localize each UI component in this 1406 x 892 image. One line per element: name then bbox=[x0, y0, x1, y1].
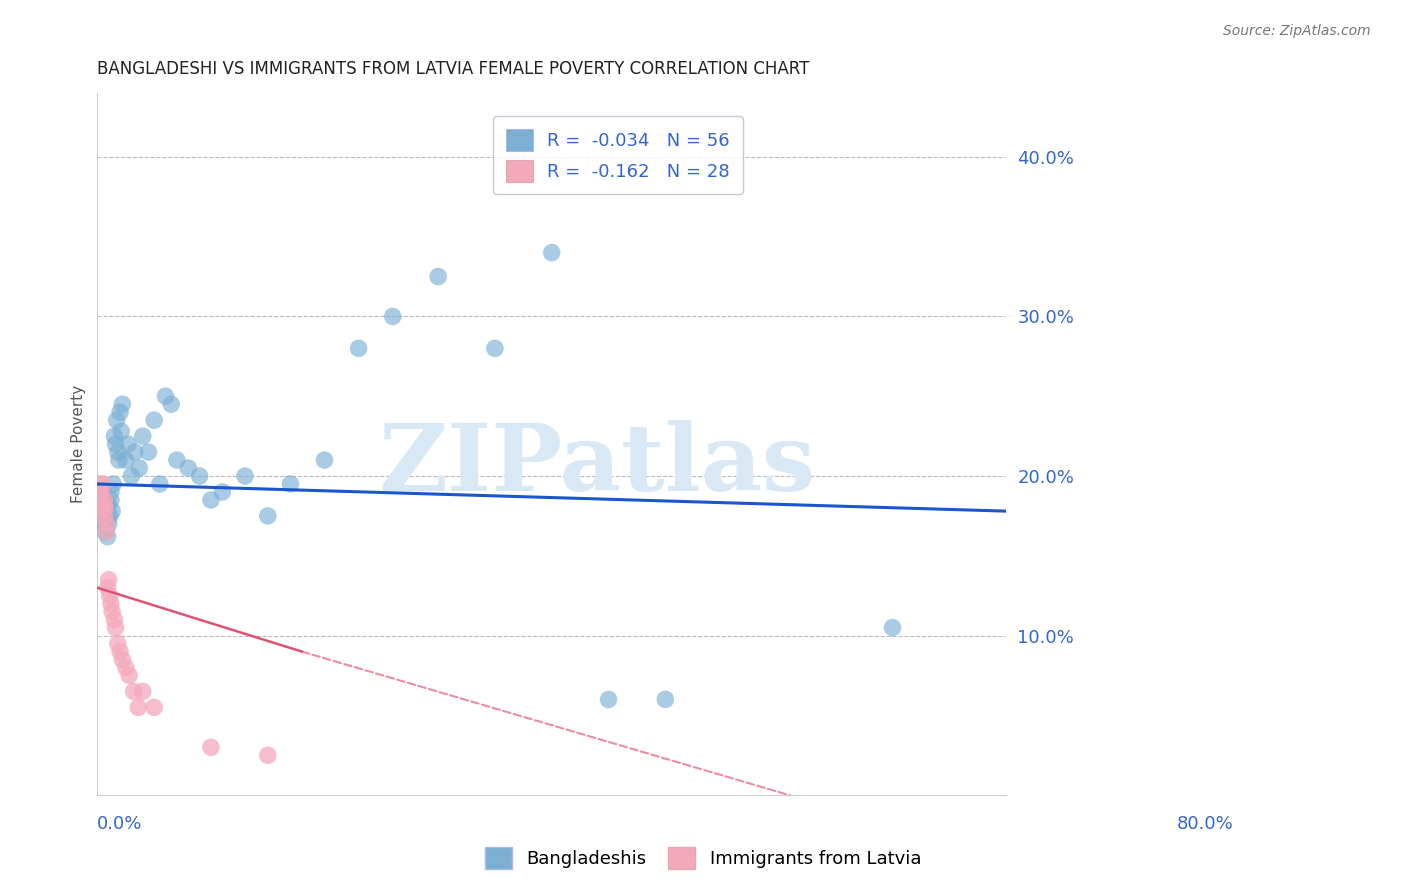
Point bbox=[128, 461, 150, 475]
Text: BANGLADESHI VS IMMIGRANTS FROM LATVIA FEMALE POVERTY CORRELATION CHART: BANGLADESHI VS IMMIGRANTS FROM LATVIA FE… bbox=[97, 60, 810, 78]
Text: Source: ZipAtlas.com: Source: ZipAtlas.com bbox=[1223, 24, 1371, 38]
Point bbox=[155, 389, 177, 403]
Point bbox=[98, 589, 121, 603]
Point bbox=[97, 510, 120, 524]
Text: ZIPatlas: ZIPatlas bbox=[378, 420, 815, 510]
Point bbox=[211, 485, 233, 500]
Point bbox=[484, 342, 506, 356]
Point bbox=[96, 500, 118, 515]
Point bbox=[111, 397, 134, 411]
Point bbox=[132, 429, 155, 443]
Point bbox=[166, 453, 188, 467]
Point bbox=[120, 469, 142, 483]
Point bbox=[96, 520, 118, 534]
Point bbox=[96, 516, 118, 531]
Point bbox=[124, 445, 146, 459]
Legend: R =  -0.034   N = 56, R =  -0.162   N = 28: R = -0.034 N = 56, R = -0.162 N = 28 bbox=[494, 116, 742, 194]
Point bbox=[108, 453, 131, 467]
Point bbox=[104, 621, 127, 635]
Point bbox=[103, 613, 125, 627]
Point bbox=[91, 500, 114, 515]
Point bbox=[256, 508, 278, 523]
Point bbox=[97, 530, 120, 544]
Point bbox=[97, 573, 120, 587]
Point bbox=[110, 425, 132, 439]
Point bbox=[107, 445, 129, 459]
Point bbox=[91, 488, 114, 502]
Point bbox=[114, 453, 136, 467]
Point bbox=[97, 516, 120, 531]
Point bbox=[540, 245, 562, 260]
Point bbox=[108, 405, 131, 419]
Point bbox=[91, 477, 114, 491]
Point bbox=[93, 496, 115, 510]
Legend: Bangladeshis, Immigrants from Latvia: Bangladeshis, Immigrants from Latvia bbox=[478, 839, 928, 876]
Point bbox=[103, 477, 125, 491]
Point bbox=[90, 492, 112, 507]
Point bbox=[93, 516, 115, 531]
Point bbox=[314, 453, 336, 467]
Point bbox=[177, 461, 200, 475]
Point bbox=[105, 413, 128, 427]
Point bbox=[89, 477, 111, 491]
Point bbox=[107, 636, 129, 650]
Point bbox=[132, 684, 155, 698]
Text: 80.0%: 80.0% bbox=[1177, 814, 1233, 833]
Point bbox=[101, 605, 124, 619]
Point bbox=[97, 498, 120, 512]
Point bbox=[160, 397, 183, 411]
Point bbox=[100, 597, 122, 611]
Point bbox=[97, 581, 120, 595]
Point bbox=[381, 310, 404, 324]
Point bbox=[143, 700, 166, 714]
Text: 0.0%: 0.0% bbox=[97, 814, 143, 833]
Point bbox=[598, 692, 620, 706]
Point bbox=[90, 492, 112, 507]
Point bbox=[654, 692, 676, 706]
Point bbox=[100, 492, 122, 507]
Point bbox=[127, 700, 149, 714]
Point bbox=[93, 508, 115, 523]
Point bbox=[100, 485, 122, 500]
Point bbox=[149, 477, 172, 491]
Point bbox=[94, 500, 117, 515]
Point bbox=[256, 748, 278, 763]
Point bbox=[98, 508, 121, 523]
Point bbox=[104, 437, 127, 451]
Point bbox=[94, 524, 117, 539]
Point bbox=[90, 485, 112, 500]
Point bbox=[108, 644, 131, 658]
Point bbox=[101, 504, 124, 518]
Point bbox=[94, 506, 117, 520]
Y-axis label: Female Poverty: Female Poverty bbox=[72, 385, 86, 503]
Point bbox=[347, 342, 370, 356]
Point bbox=[188, 469, 211, 483]
Point bbox=[118, 668, 141, 682]
Point bbox=[90, 482, 112, 496]
Point bbox=[200, 492, 222, 507]
Point bbox=[96, 524, 118, 539]
Point bbox=[233, 469, 256, 483]
Point bbox=[91, 508, 114, 523]
Point bbox=[882, 621, 904, 635]
Point bbox=[93, 492, 115, 507]
Point bbox=[427, 269, 450, 284]
Point bbox=[280, 477, 302, 491]
Point bbox=[200, 740, 222, 755]
Point bbox=[114, 660, 136, 674]
Point bbox=[117, 437, 139, 451]
Point bbox=[111, 652, 134, 666]
Point bbox=[122, 684, 145, 698]
Point bbox=[90, 504, 112, 518]
Point bbox=[138, 445, 160, 459]
Point bbox=[103, 429, 125, 443]
Point bbox=[143, 413, 166, 427]
